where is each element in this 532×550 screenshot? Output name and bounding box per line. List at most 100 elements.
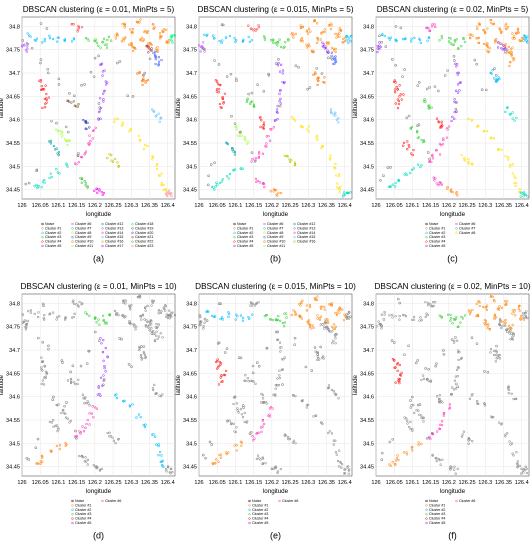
cluster-point	[146, 43, 150, 46]
legend-marker	[263, 231, 266, 234]
cluster-point	[427, 104, 431, 107]
cluster-point	[416, 136, 419, 140]
cluster-point	[341, 37, 345, 41]
noise-point	[58, 315, 61, 318]
noise-point	[515, 450, 518, 454]
cluster-point	[170, 39, 173, 42]
cluster-point	[143, 425, 147, 429]
noise-point	[151, 301, 154, 305]
cluster-point	[96, 44, 100, 47]
cluster-point	[299, 24, 302, 27]
noise-point	[76, 382, 79, 386]
noise-point	[293, 336, 297, 340]
legend-entry: Cluster #7	[459, 226, 475, 230]
cluster-point	[334, 57, 337, 61]
cluster-point	[63, 39, 66, 43]
legend-marker	[233, 240, 236, 243]
cluster-point	[403, 173, 406, 176]
cluster-point	[49, 172, 52, 175]
noise-point	[304, 365, 308, 369]
noise-point	[421, 374, 425, 377]
noise-point	[114, 313, 118, 317]
cluster-point	[489, 18, 493, 22]
noise-point	[118, 60, 122, 63]
cluster-point	[322, 45, 325, 48]
cluster-point	[278, 319, 282, 323]
legend-entry: Cluster #2	[45, 231, 61, 235]
cluster-point	[102, 100, 105, 103]
x-axis-label: longitude	[440, 211, 466, 218]
cluster-point	[241, 319, 245, 322]
cluster-point	[41, 106, 44, 110]
cluster-point	[278, 89, 282, 92]
noise-point	[137, 295, 140, 299]
noise-point	[320, 421, 323, 424]
noise-point	[112, 439, 116, 442]
x-tick-label: 126.2	[88, 203, 102, 209]
cluster-point	[513, 181, 516, 185]
noise-point	[438, 459, 442, 462]
cluster-point	[427, 27, 430, 30]
cluster-point	[25, 45, 29, 48]
noise-point	[40, 356, 43, 359]
noise-point	[274, 330, 278, 334]
cluster-point	[451, 115, 454, 119]
noise-point	[153, 339, 157, 342]
cluster-point	[219, 363, 222, 366]
cluster-point	[79, 432, 82, 435]
cluster-point	[497, 41, 500, 44]
noise-point	[455, 101, 458, 104]
cluster-point	[234, 318, 237, 321]
noise-point	[440, 400, 443, 403]
noise-point	[264, 461, 267, 465]
y-tick-label: 34.55	[6, 418, 20, 424]
y-axis-label: latitude	[175, 97, 182, 118]
noise-point	[140, 318, 143, 321]
noise-point	[226, 420, 229, 423]
noise-point	[508, 440, 511, 443]
noise-point	[68, 92, 71, 95]
noise-point	[208, 440, 212, 444]
cluster-point	[278, 70, 282, 73]
cluster-point	[202, 41, 205, 44]
cluster-point	[447, 40, 451, 43]
cluster-point	[456, 325, 459, 329]
cluster-point	[438, 314, 441, 317]
noise-point	[282, 358, 285, 361]
legend-marker	[455, 222, 458, 226]
cluster-point	[417, 443, 420, 447]
cluster-point	[283, 312, 286, 315]
cluster-point	[116, 117, 120, 120]
noise-point	[141, 357, 144, 360]
cluster-point	[518, 187, 521, 191]
noise-point	[439, 463, 442, 466]
noise-point	[503, 324, 507, 328]
cluster-point	[101, 351, 105, 354]
noise-point	[457, 358, 460, 362]
cluster-point	[218, 453, 221, 457]
legend-marker	[41, 227, 44, 230]
noise-point	[422, 420, 425, 423]
noise-point	[379, 323, 382, 326]
noise-point	[318, 358, 321, 361]
cluster-point	[505, 300, 509, 303]
cluster-point	[320, 144, 324, 148]
x-tick-label: 126.3	[124, 480, 138, 486]
cluster-point	[526, 195, 529, 198]
x-tick-label: 126.3	[124, 203, 138, 209]
cluster-point	[160, 464, 164, 467]
cluster-point	[430, 106, 433, 109]
noise-point	[435, 459, 438, 463]
cluster-point	[80, 25, 84, 29]
noise-point	[148, 323, 151, 327]
legend-entry: Cluster #5	[429, 521, 445, 525]
noise-point	[41, 379, 45, 382]
cluster-point	[519, 314, 523, 318]
cluster-point	[257, 152, 261, 155]
noise-point	[470, 336, 474, 340]
cluster-point	[496, 308, 499, 311]
noise-point	[88, 404, 91, 407]
cluster-point	[341, 308, 344, 311]
cluster-point	[290, 116, 294, 119]
cluster-point	[522, 190, 525, 194]
